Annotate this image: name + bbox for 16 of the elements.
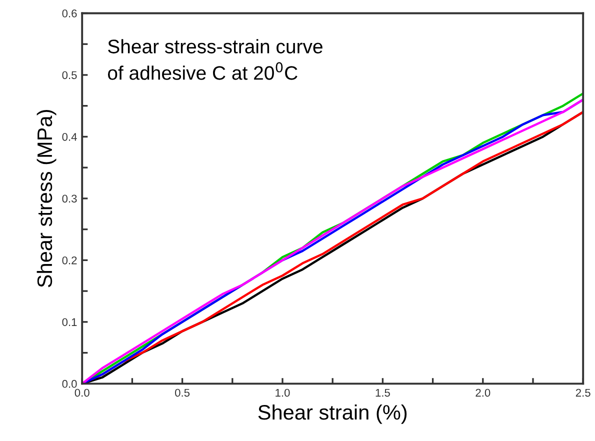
y-tick-label: 0.5 <box>62 71 77 80</box>
y-tick-label: 0.6 <box>62 9 77 18</box>
annotation: Shear stress-strain curve of adhesive C at 20$^{0}$C <box>108 39 322 80</box>
y-tick-label: 0.1 <box>62 318 77 326</box>
x-axis-title: Shear strain (%) <box>258 404 407 424</box>
y-tick-label: 0.2 <box>62 256 77 264</box>
y-tick-label: 0.0 <box>62 380 77 388</box>
y-tick-label: 0.3 <box>62 194 77 203</box>
x-tick-label: 2.0 <box>476 388 490 397</box>
x-tick-label: 1.5 <box>376 388 390 397</box>
x-tick-label: 2.5 <box>576 388 590 397</box>
x-tick-label: 1.0 <box>276 388 290 397</box>
x-tick-label: 0.5 <box>175 388 190 397</box>
y-tick-label: 0.4 <box>62 132 77 141</box>
y-axis-title: Shear stress (MPa) <box>36 110 56 288</box>
x-tick-label: 0.0 <box>74 388 90 397</box>
